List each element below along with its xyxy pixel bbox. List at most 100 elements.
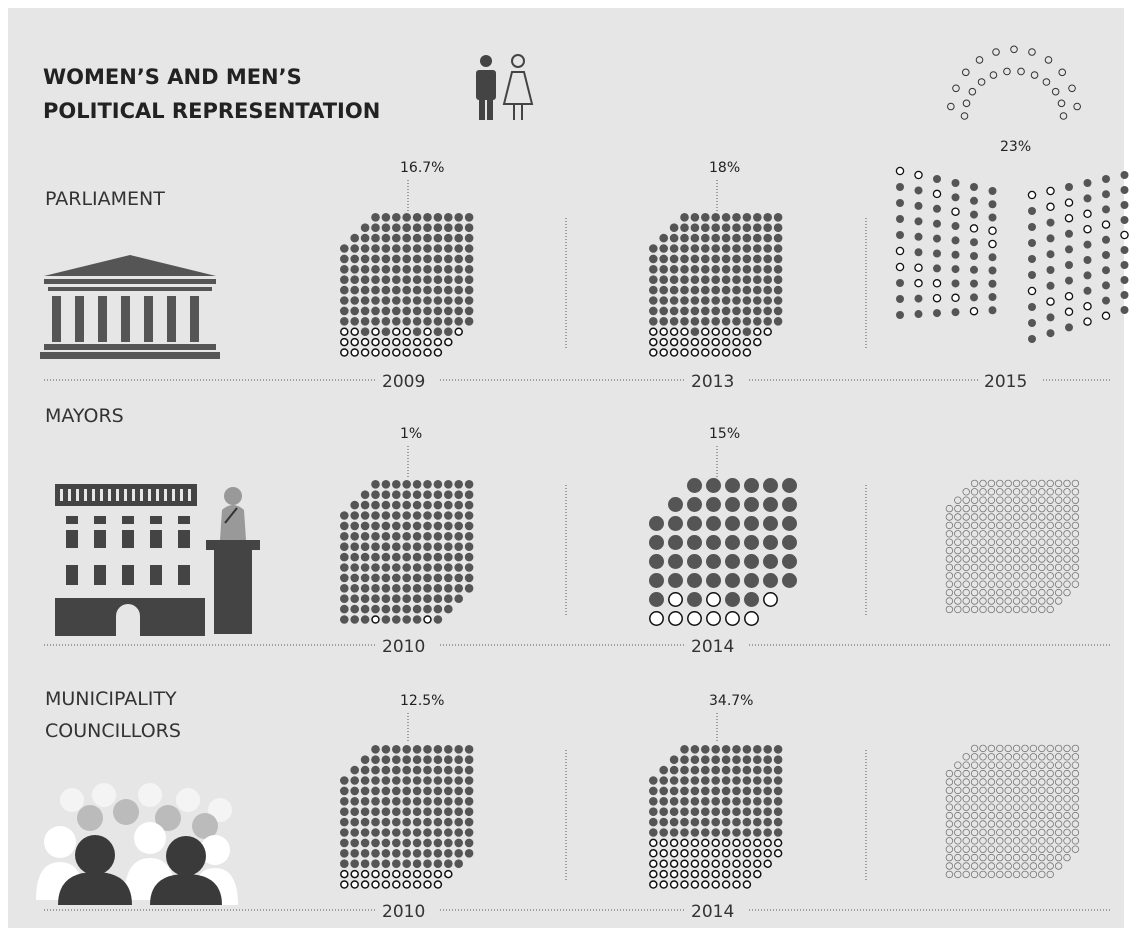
men-dot: [763, 244, 772, 253]
men-dot: [361, 501, 370, 510]
women-dot: [764, 593, 777, 606]
men-dot: [687, 478, 702, 493]
men-dot: [371, 859, 380, 868]
women-dot: [650, 839, 657, 846]
men-dot: [989, 187, 997, 195]
men-dot: [434, 563, 443, 572]
men-dot: [680, 317, 689, 326]
men-dot: [454, 745, 463, 754]
men-dot: [402, 615, 411, 624]
men-dot: [670, 234, 679, 243]
men-dot: [423, 286, 432, 295]
men-dot: [743, 327, 752, 336]
men-dot: [1028, 207, 1036, 215]
women-dot: [414, 349, 421, 356]
men-dot: [434, 594, 443, 603]
women-dot: [754, 328, 761, 335]
women-dot: [650, 850, 657, 857]
men-dot: [444, 787, 453, 796]
women-dot: [660, 860, 667, 867]
women-dot: [660, 339, 667, 346]
men-dot: [454, 265, 463, 274]
men-dot: [392, 532, 401, 541]
men-dot: [989, 267, 997, 275]
men-dot: [340, 532, 349, 541]
women-dot: [743, 881, 750, 888]
women-dot: [896, 167, 903, 174]
men-dot: [361, 839, 370, 848]
men-dot: [392, 797, 401, 806]
men-dot: [434, 745, 443, 754]
men-dot: [413, 542, 422, 551]
men-dot: [371, 255, 380, 264]
men-dot: [382, 594, 391, 603]
women-dot: [341, 349, 348, 356]
women-dot: [650, 339, 657, 346]
men-dot: [649, 317, 658, 326]
men-dot: [340, 584, 349, 593]
year: 2015: [984, 372, 1027, 392]
men-dot: [1084, 179, 1092, 187]
men-dot: [465, 223, 474, 232]
men-dot: [1065, 245, 1073, 253]
men-dot: [649, 516, 664, 531]
men-dot: [659, 296, 668, 305]
men-dot: [454, 307, 463, 316]
men-dot: [722, 818, 731, 827]
men-dot: [444, 522, 453, 531]
men-dot: [649, 776, 658, 785]
women-dot: [650, 349, 657, 356]
men-dot: [454, 532, 463, 541]
men-dot: [402, 807, 411, 816]
men-dot: [392, 275, 401, 284]
men-dot: [392, 584, 401, 593]
men-dot: [743, 745, 752, 754]
men-dot: [413, 787, 422, 796]
men-dot: [753, 307, 762, 316]
men-dot: [680, 766, 689, 775]
men-dot: [413, 522, 422, 531]
men-dot: [774, 244, 783, 253]
men-dot: [382, 223, 391, 232]
men-dot: [444, 563, 453, 572]
men-dot: [434, 275, 443, 284]
men-dot: [444, 776, 453, 785]
women-dot: [733, 850, 740, 857]
women-dot: [1102, 312, 1109, 319]
men-dot: [687, 535, 702, 550]
men-dot: [659, 818, 668, 827]
men-dot: [434, 213, 443, 222]
men-dot: [970, 293, 978, 301]
women-dot: [712, 339, 719, 346]
men-dot: [743, 797, 752, 806]
share-label: 18%: [709, 160, 740, 176]
men-dot: [392, 296, 401, 305]
men-dot: [701, 818, 710, 827]
men-dot: [423, 275, 432, 284]
men-dot: [711, 223, 720, 232]
men-dot: [392, 787, 401, 796]
men-dot: [340, 828, 349, 837]
men-dot: [444, 286, 453, 295]
men-dot: [744, 516, 759, 531]
men-dot: [725, 554, 740, 569]
women-dot: [712, 850, 719, 857]
men-dot: [670, 275, 679, 284]
men-dot: [743, 275, 752, 284]
men-dot: [444, 584, 453, 593]
women-dot: [723, 871, 730, 878]
men-dot: [444, 511, 453, 520]
women-dot: [372, 328, 379, 335]
men-dot: [691, 776, 700, 785]
men-dot: [1084, 194, 1092, 202]
men-dot: [970, 183, 978, 191]
men-dot: [361, 797, 370, 806]
men-dot: [402, 223, 411, 232]
women-dot: [341, 881, 348, 888]
men-dot: [382, 244, 391, 253]
men-dot: [444, 574, 453, 583]
men-dot: [465, 584, 474, 593]
men-dot: [423, 255, 432, 264]
men-dot: [1121, 246, 1129, 254]
men-dot: [382, 286, 391, 295]
